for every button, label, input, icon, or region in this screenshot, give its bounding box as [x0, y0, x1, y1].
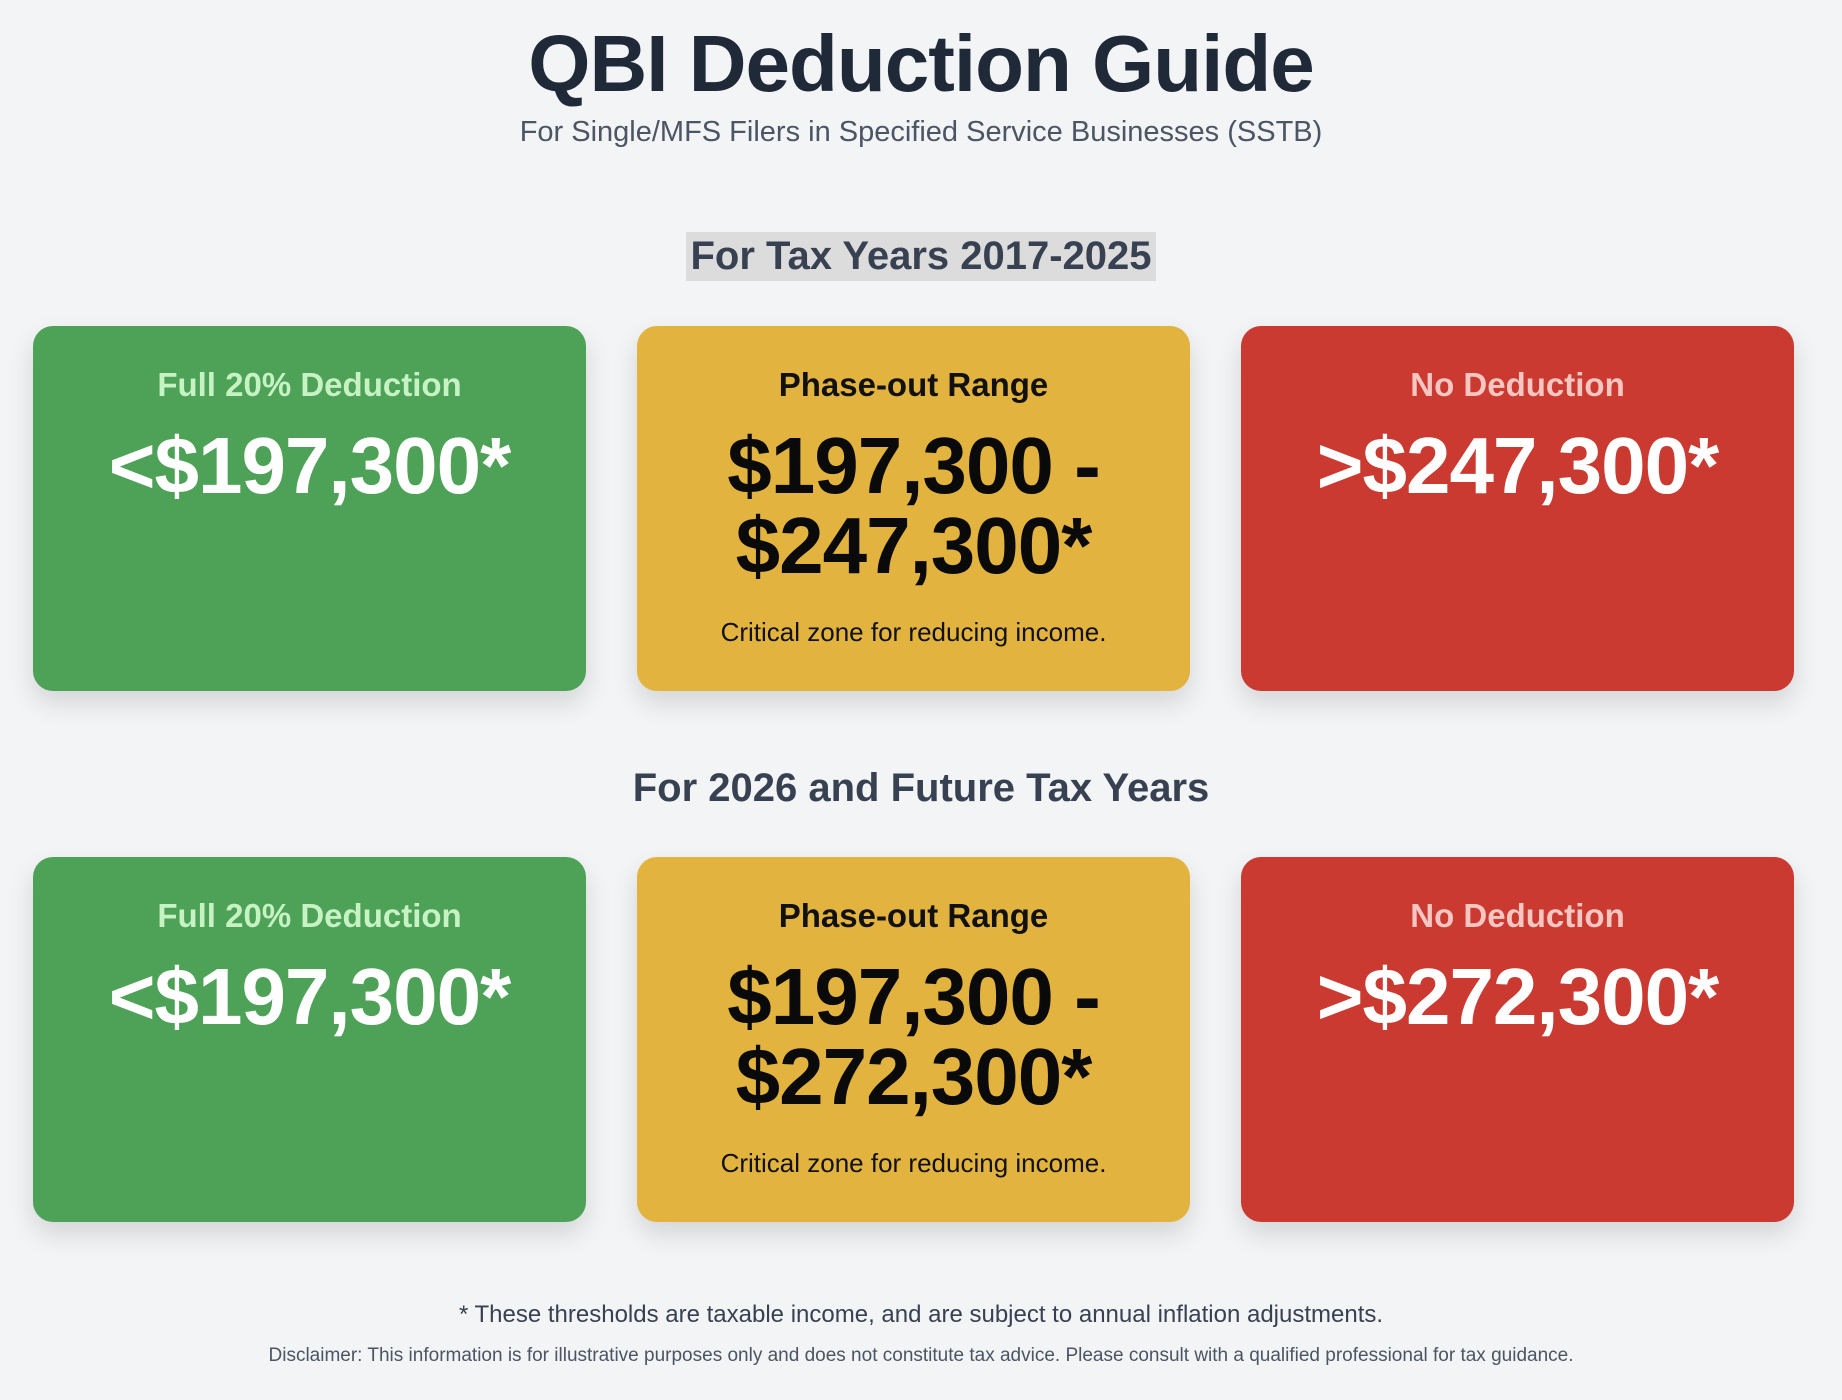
card-label: No Deduction — [1410, 366, 1625, 403]
card-value: <$197,300* — [108, 952, 512, 1041]
section-heading-2017-2025: For Tax Years 2017-2025 — [686, 232, 1156, 281]
card-no-deduction-2017: No Deduction >$247,300* — [1241, 326, 1794, 691]
card-label: No Deduction — [1410, 897, 1625, 934]
card-label: Full 20% Deduction — [157, 366, 462, 403]
page-title: QBI Deduction Guide — [528, 19, 1314, 108]
card-value: >$272,300* — [1316, 952, 1720, 1041]
section-heading-2026: For 2026 and Future Tax Years — [632, 766, 1210, 810]
card-value: >$247,300* — [1316, 421, 1720, 510]
card-value-line2: $272,300* — [735, 1032, 1093, 1121]
card-phase-out-2026: Phase-out Range $197,300 - $272,300* Cri… — [637, 857, 1190, 1222]
card-label: Full 20% Deduction — [157, 897, 462, 934]
footnote: * These thresholds are taxable income, a… — [458, 1301, 1384, 1328]
card-note: Critical zone for reducing income. — [720, 1148, 1107, 1178]
card-phase-out-2017: Phase-out Range $197,300 - $247,300* Cri… — [637, 326, 1190, 691]
section-heading-wrap: For Tax Years 2017-2025 — [0, 232, 1842, 281]
card-label: Phase-out Range — [778, 366, 1049, 403]
section-heading-wrap: For 2026 and Future Tax Years — [0, 764, 1842, 813]
card-full-deduction-2017: Full 20% Deduction <$197,300* — [33, 326, 586, 691]
card-value: $197,300 - $247,300* — [637, 426, 1190, 586]
card-value-line1: $197,300 - — [727, 421, 1101, 510]
card-value: $197,300 - $272,300* — [637, 957, 1190, 1117]
card-value-line1: $197,300 - — [727, 952, 1101, 1041]
card-note: Critical zone for reducing income. — [720, 617, 1107, 647]
page-subtitle: For Single/MFS Filers in Specified Servi… — [519, 116, 1323, 148]
card-value-line2: $247,300* — [735, 501, 1093, 590]
card-value: <$197,300* — [108, 421, 512, 510]
card-full-deduction-2026: Full 20% Deduction <$197,300* — [33, 857, 586, 1222]
card-no-deduction-2026: No Deduction >$272,300* — [1241, 857, 1794, 1222]
card-label: Phase-out Range — [778, 897, 1049, 934]
disclaimer: Disclaimer: This information is for illu… — [268, 1345, 1574, 1366]
